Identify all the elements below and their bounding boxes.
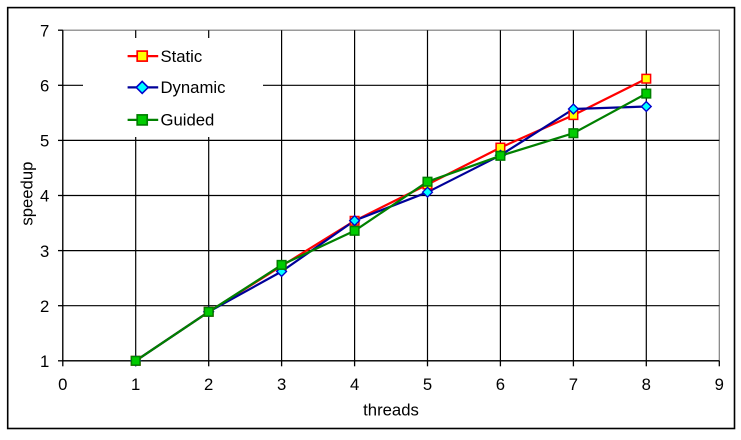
svg-text:7: 7 <box>40 21 49 40</box>
svg-text:8: 8 <box>642 375 651 394</box>
svg-text:2: 2 <box>40 297 49 316</box>
svg-text:1: 1 <box>40 352 49 371</box>
svg-text:threads: threads <box>363 400 419 419</box>
svg-text:3: 3 <box>40 242 49 261</box>
svg-text:Guided: Guided <box>161 111 215 130</box>
svg-text:2: 2 <box>204 375 213 394</box>
svg-text:Static: Static <box>161 47 203 66</box>
svg-text:5: 5 <box>40 132 49 151</box>
svg-text:7: 7 <box>569 375 578 394</box>
svg-text:4: 4 <box>350 375 359 394</box>
svg-text:6: 6 <box>40 77 49 96</box>
svg-text:5: 5 <box>423 375 432 394</box>
svg-text:9: 9 <box>715 375 724 394</box>
svg-text:1: 1 <box>131 375 140 394</box>
svg-text:Dynamic: Dynamic <box>161 78 226 97</box>
svg-text:0: 0 <box>58 375 67 394</box>
svg-text:speedup: speedup <box>17 162 36 226</box>
svg-text:3: 3 <box>277 375 286 394</box>
svg-text:4: 4 <box>40 187 49 206</box>
svg-text:6: 6 <box>496 375 505 394</box>
